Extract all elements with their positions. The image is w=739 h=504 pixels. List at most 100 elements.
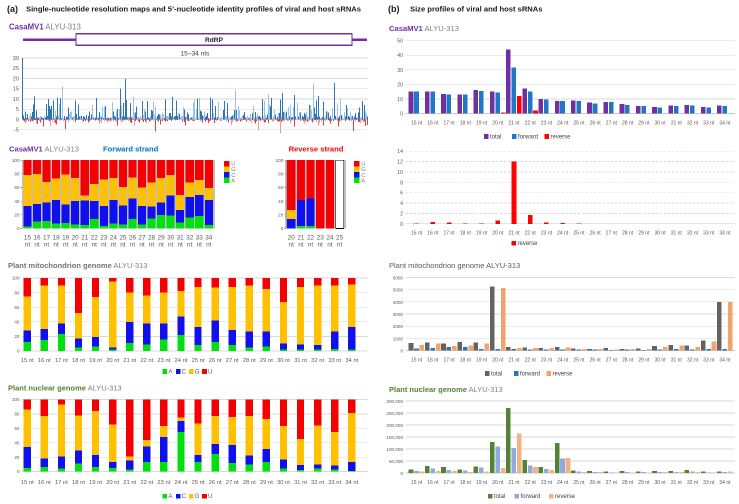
svg-text:33 nt: 33 nt <box>328 480 341 486</box>
svg-text:nt: nt <box>327 242 333 249</box>
svg-text:34 nt: 34 nt <box>719 231 731 237</box>
svg-text:20: 20 <box>14 455 20 460</box>
svg-text:19 nt: 19 nt <box>89 358 102 364</box>
svg-text:23 nt: 23 nt <box>541 121 553 127</box>
svg-text:Plant nuclear genome ALYU-313: Plant nuclear genome ALYU-313 <box>389 385 503 394</box>
svg-text:18 nt: 18 nt <box>460 121 472 127</box>
svg-text:20 nt: 20 nt <box>492 358 504 364</box>
svg-text:2000: 2000 <box>393 324 404 329</box>
svg-text:19 nt: 19 nt <box>89 480 102 486</box>
svg-text:25 nt: 25 nt <box>192 480 205 486</box>
svg-text:20 nt: 20 nt <box>106 480 119 486</box>
svg-text:16: 16 <box>33 235 41 242</box>
svg-text:60: 60 <box>278 185 284 190</box>
svg-text:15: 15 <box>24 235 32 242</box>
svg-text:22 nt: 22 nt <box>140 358 153 364</box>
svg-text:80: 80 <box>14 172 20 177</box>
svg-text:21 nt: 21 nt <box>123 480 136 486</box>
svg-text:nt: nt <box>168 242 174 249</box>
svg-text:19: 19 <box>62 235 70 242</box>
svg-text:300,000: 300,000 <box>386 399 403 404</box>
svg-text:23 nt: 23 nt <box>157 358 170 364</box>
svg-text:20: 20 <box>14 213 20 218</box>
svg-text:24 nt: 24 nt <box>557 121 569 127</box>
svg-text:25 nt: 25 nt <box>573 358 585 364</box>
svg-text:nt: nt <box>120 242 126 249</box>
svg-text:C: C <box>182 369 187 375</box>
svg-text:Size profiles of viral and hos: Size profiles of viral and host sRNAs <box>410 5 543 14</box>
svg-text:17 nt: 17 nt <box>443 231 455 237</box>
svg-text:27: 27 <box>138 235 146 242</box>
svg-text:A: A <box>231 178 235 184</box>
svg-text:24 nt: 24 nt <box>175 358 188 364</box>
svg-text:33 nt: 33 nt <box>703 231 715 237</box>
svg-text:total: total <box>490 134 501 140</box>
svg-text:18 nt: 18 nt <box>72 480 85 486</box>
svg-text:0: 0 <box>16 117 19 123</box>
svg-text:33 nt: 33 nt <box>703 121 715 127</box>
svg-text:U: U <box>208 369 212 375</box>
svg-text:20: 20 <box>278 213 284 218</box>
svg-text:30 nt: 30 nt <box>654 121 666 127</box>
svg-text:33: 33 <box>196 235 204 242</box>
svg-text:40: 40 <box>14 320 20 325</box>
svg-text:28: 28 <box>148 235 156 242</box>
svg-text:33 nt: 33 nt <box>328 358 341 364</box>
svg-text:14: 14 <box>397 149 403 155</box>
svg-text:34 nt: 34 nt <box>345 480 358 486</box>
svg-text:U: U <box>361 162 365 168</box>
svg-text:30 nt: 30 nt <box>654 480 666 486</box>
svg-text:32 nt: 32 nt <box>311 480 324 486</box>
svg-text:31 nt: 31 nt <box>294 480 307 486</box>
svg-text:29 nt: 29 nt <box>260 358 273 364</box>
svg-text:22 nt: 22 nt <box>140 480 153 486</box>
svg-text:nt: nt <box>318 242 324 249</box>
svg-text:32 nt: 32 nt <box>687 231 699 237</box>
svg-text:16 nt: 16 nt <box>427 480 439 486</box>
svg-text:50,000: 50,000 <box>389 459 403 464</box>
svg-text:17 nt: 17 nt <box>443 358 455 364</box>
svg-text:-5: -5 <box>14 128 19 134</box>
svg-text:A: A <box>361 178 365 184</box>
svg-text:G: G <box>195 369 200 375</box>
svg-text:24 nt: 24 nt <box>557 480 569 486</box>
svg-text:60: 60 <box>14 426 20 431</box>
svg-text:20: 20 <box>288 235 296 242</box>
svg-text:26: 26 <box>129 235 137 242</box>
svg-text:20: 20 <box>72 235 80 242</box>
svg-text:total: total <box>494 494 505 500</box>
svg-text:4: 4 <box>400 201 403 207</box>
svg-text:CasaMV1 ALYU-313: CasaMV1 ALYU-313 <box>9 145 79 154</box>
svg-text:1000: 1000 <box>393 336 404 341</box>
svg-text:28 nt: 28 nt <box>622 480 634 486</box>
svg-text:32 nt: 32 nt <box>687 480 699 486</box>
svg-text:21 nt: 21 nt <box>508 121 520 127</box>
svg-text:28 nt: 28 nt <box>243 480 256 486</box>
svg-text:G: G <box>361 167 366 173</box>
svg-text:nt: nt <box>139 242 145 249</box>
svg-text:16 nt: 16 nt <box>427 231 439 237</box>
svg-text:G: G <box>195 494 200 500</box>
svg-text:19 nt: 19 nt <box>476 358 488 364</box>
svg-text:32 nt: 32 nt <box>687 358 699 364</box>
svg-text:22 nt: 22 nt <box>525 358 537 364</box>
svg-text:Plant mitochondrion genome ALY: Plant mitochondrion genome ALYU-313 <box>389 261 520 270</box>
svg-text:34 nt: 34 nt <box>719 121 731 127</box>
svg-text:34 nt: 34 nt <box>345 358 358 364</box>
svg-text:32 nt: 32 nt <box>687 121 699 127</box>
svg-text:26 nt: 26 nt <box>209 358 222 364</box>
svg-text:27 nt: 27 nt <box>226 358 239 364</box>
svg-text:reverse: reverse <box>555 494 576 500</box>
svg-text:23: 23 <box>100 235 108 242</box>
svg-text:20: 20 <box>14 334 20 339</box>
svg-text:U: U <box>208 494 212 500</box>
svg-text:Forward strand: Forward strand <box>103 145 159 154</box>
svg-text:60: 60 <box>14 305 20 310</box>
svg-text:26 nt: 26 nt <box>590 358 602 364</box>
svg-text:22 nt: 22 nt <box>525 121 537 127</box>
svg-text:4000: 4000 <box>393 300 404 305</box>
svg-text:18 nt: 18 nt <box>460 231 472 237</box>
svg-text:Single-nucleotide resolution m: Single-nucleotide resolution maps and 5’… <box>26 5 361 14</box>
svg-text:24 nt: 24 nt <box>175 480 188 486</box>
svg-text:100: 100 <box>12 158 20 163</box>
